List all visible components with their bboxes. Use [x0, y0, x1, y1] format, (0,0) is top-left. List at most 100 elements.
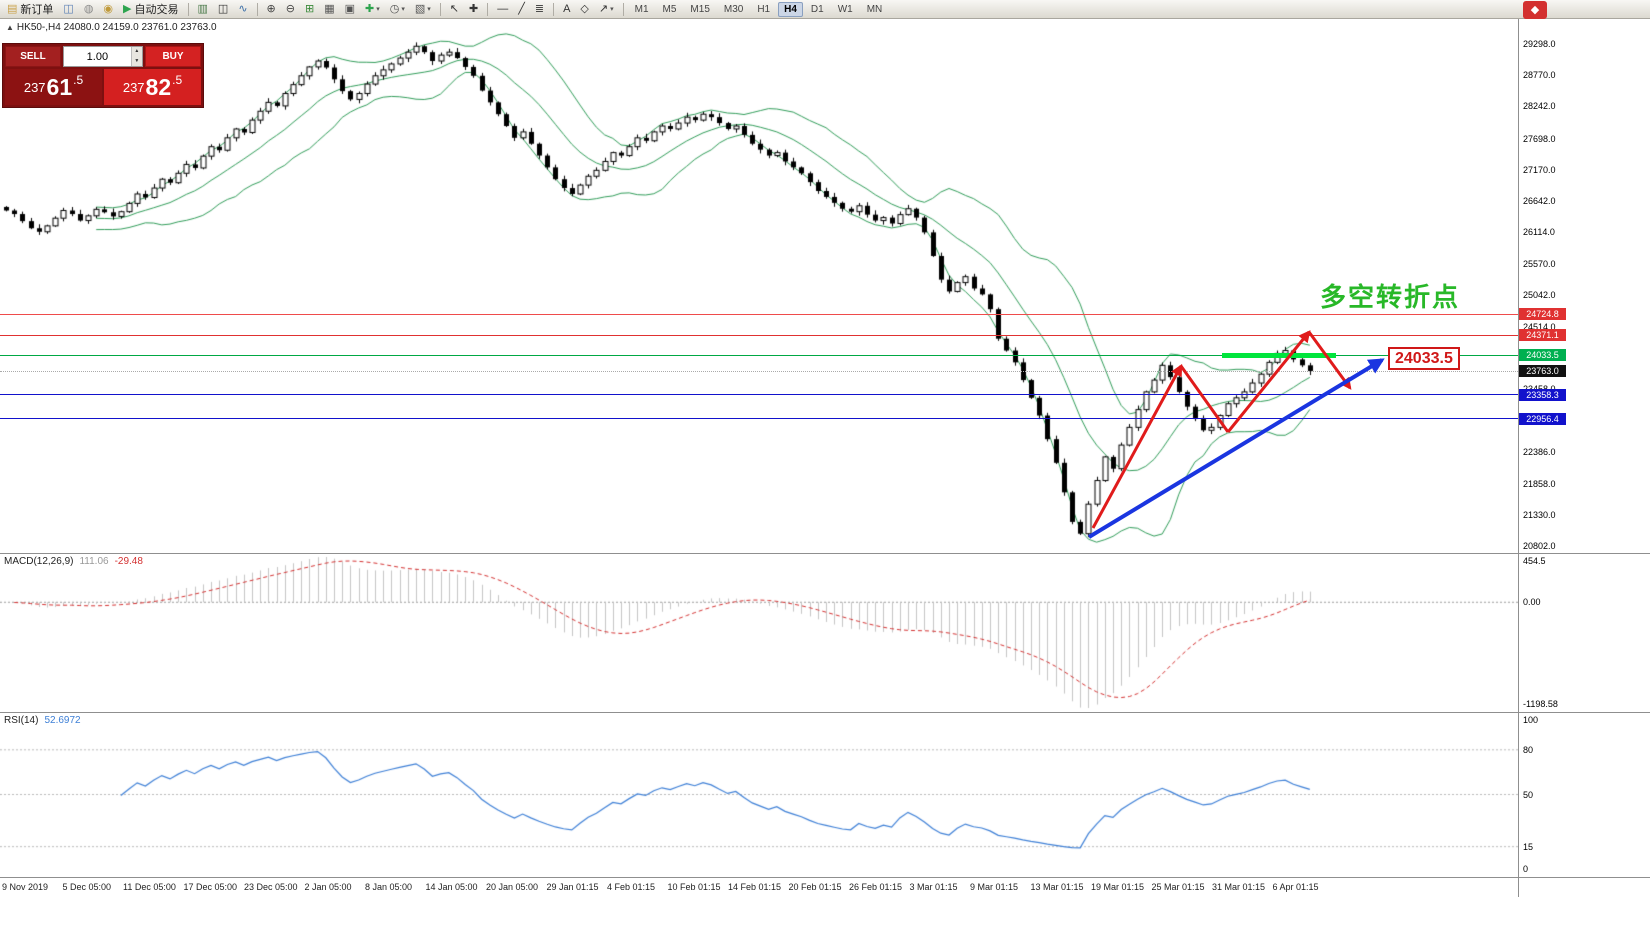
highlight-segment[interactable]	[1222, 352, 1336, 358]
candlestick-chart-icon-glyph: ◫	[217, 2, 229, 15]
date-label: 19 Mar 01:15	[1091, 882, 1145, 892]
price-axis-badge: 24033.5	[1519, 349, 1566, 362]
arrow-objects-icon-glyph: ↗	[598, 2, 609, 15]
support-line-green[interactable]	[0, 354, 1518, 356]
chart-title-text: HK50-,H4 24080.0 24159.0 23761.0 23763.0	[16, 22, 217, 33]
timeframe-m1-button[interactable]: M1	[634, 3, 649, 15]
price-axis-badge: 24724.8	[1519, 308, 1566, 321]
price-axis-label: 28770.0	[1523, 70, 1556, 81]
sell-price-button[interactable]: 237 61.5	[5, 69, 102, 105]
timeframe-mn-button[interactable]: MN	[866, 3, 883, 15]
chart-window-icon[interactable]: ◫	[59, 0, 77, 18]
panel-separator[interactable]	[0, 712, 1650, 713]
rsi-level-label: 50	[1523, 789, 1534, 800]
resistance-line-2[interactable]	[0, 334, 1518, 336]
date-label: 13 Mar 01:15	[1030, 882, 1084, 892]
panel-separator	[0, 877, 1650, 878]
cascade-windows-icon[interactable]: ▣	[341, 0, 359, 18]
timeframe-h1-button[interactable]: H1	[757, 3, 771, 15]
line-chart-icon-glyph: ∿	[238, 2, 248, 15]
line-chart-icon[interactable]: ∿	[234, 0, 251, 18]
crosshair-icon[interactable]: ✚	[465, 0, 482, 18]
price-level-label[interactable]: 24033.5	[1388, 347, 1460, 370]
timeframe-m15-button[interactable]: M15	[690, 3, 710, 15]
timeframe-m5-button[interactable]: M5	[662, 3, 677, 15]
community-icon[interactable]: ◉	[99, 0, 117, 18]
rsi-level-label: 0	[1523, 864, 1529, 874]
date-label: 25 Mar 01:15	[1151, 882, 1205, 892]
support-line-blue-2[interactable]	[0, 418, 1518, 420]
periods-icon[interactable]: ◷ ▾	[386, 0, 409, 18]
price-axis-label: 29298.0	[1523, 39, 1556, 49]
toolbar-separator	[439, 2, 441, 16]
horizontal-line-icon[interactable]: —	[493, 0, 512, 18]
volume-input[interactable]	[64, 47, 131, 66]
zoom-out-icon[interactable]: ⊖	[282, 0, 299, 18]
resistance-line-1[interactable]	[0, 313, 1518, 315]
new-order-button-label: 新订单	[20, 4, 54, 16]
candlestick-chart-icon[interactable]: ◫	[214, 0, 232, 18]
date-label: 29 Jan 01:15	[546, 882, 599, 892]
buy-button[interactable]: BUY	[145, 46, 201, 67]
volume-spinner: ▲ ▼	[130, 47, 142, 66]
tile-windows-icon[interactable]: ⊞	[301, 0, 318, 18]
autotrading-button[interactable]: ▶ 自动交易	[119, 0, 182, 18]
timeframe-w1-button[interactable]: W1	[837, 3, 853, 15]
price-axis-label: 20802.0	[1523, 541, 1556, 551]
main-chart-canvas[interactable]	[0, 19, 1518, 553]
toolbar-separator	[553, 2, 555, 16]
zoom-in-icon[interactable]: ⊕	[263, 0, 280, 18]
new-order-button[interactable]: ▤ 新订单	[3, 0, 57, 18]
support-line-blue-1[interactable]	[0, 394, 1518, 396]
fibonacci-icon[interactable]: ≣	[531, 0, 548, 18]
text-label-icon[interactable]: A	[559, 0, 574, 18]
cursor-icon-glyph: ↖	[449, 2, 459, 15]
price-axis-label: 25042.0	[1523, 290, 1556, 301]
buy-price-button[interactable]: 237 82.5	[104, 69, 201, 105]
volume-increase-button[interactable]: ▲	[131, 47, 142, 57]
autotrading-button-label: 自动交易	[134, 4, 179, 16]
date-label: 20 Feb 01:15	[788, 882, 842, 892]
date-label: 3 Mar 01:15	[909, 882, 958, 892]
trendline-icon[interactable]: ╱	[514, 0, 529, 18]
macd-signal-value: -29.48	[114, 556, 143, 567]
text-label-icon-glyph: A	[563, 2, 571, 15]
rsi-indicator-canvas[interactable]	[0, 712, 1518, 877]
fibonacci-icon-glyph: ≣	[534, 2, 545, 15]
price-axis-badge: 23763.0	[1519, 365, 1566, 378]
current-price-line[interactable]	[0, 370, 1518, 372]
price-axis-label: 22386.0	[1523, 447, 1556, 458]
volume-decrease-button[interactable]: ▼	[131, 56, 142, 66]
date-label: 9 Nov 2019	[2, 882, 49, 892]
caret-down-icon: ▾	[427, 6, 431, 13]
price-axis-label: 28242.0	[1523, 101, 1556, 112]
date-label: 20 Jan 05:00	[486, 882, 539, 892]
price-axis-separator	[1518, 19, 1519, 897]
arrow-objects-icon[interactable]: ↗ ▾	[595, 0, 618, 18]
arrange-windows-icon[interactable]: ▦	[320, 0, 338, 18]
price-axis-label: 25570.0	[1523, 259, 1556, 270]
crosshair-icon-glyph: ✚	[469, 2, 479, 15]
profile-icon[interactable]: ◍	[80, 0, 98, 18]
macd-axis-label-bottom: -1198.58	[1523, 699, 1558, 709]
new-order-button-glyph: ▤	[7, 2, 18, 15]
bar-chart-icon[interactable]: ▥	[194, 0, 212, 18]
buy-price-decimal: .5	[172, 73, 183, 87]
timeframe-m30-button[interactable]: M30	[723, 3, 744, 15]
panel-separator[interactable]	[0, 553, 1650, 554]
price-axis-label: 21858.0	[1523, 478, 1556, 489]
mt-red-icon[interactable]: ◆	[1523, 1, 1547, 19]
macd-indicator-canvas[interactable]	[0, 553, 1518, 712]
shapes-icon[interactable]: ◇	[576, 0, 592, 18]
sell-button[interactable]: SELL	[5, 46, 61, 67]
cursor-icon[interactable]: ↖	[446, 0, 463, 18]
add-indicator-icon[interactable]: ✚ ▾	[361, 0, 384, 18]
timeframe-d1-button[interactable]: D1	[810, 3, 824, 15]
time-axis: 9 Nov 2019 5 Dec 05:00 11 Dec 05:00 17 Dec …	[0, 877, 1518, 897]
timeframe-h4-button[interactable]: H4	[778, 1, 803, 17]
add-indicator-icon-glyph: ✚	[365, 2, 375, 15]
template-icon[interactable]: ▧ ▾	[411, 0, 435, 18]
template-icon-glyph: ▧	[414, 2, 426, 15]
date-label: 8 Jan 05:00	[365, 882, 413, 892]
